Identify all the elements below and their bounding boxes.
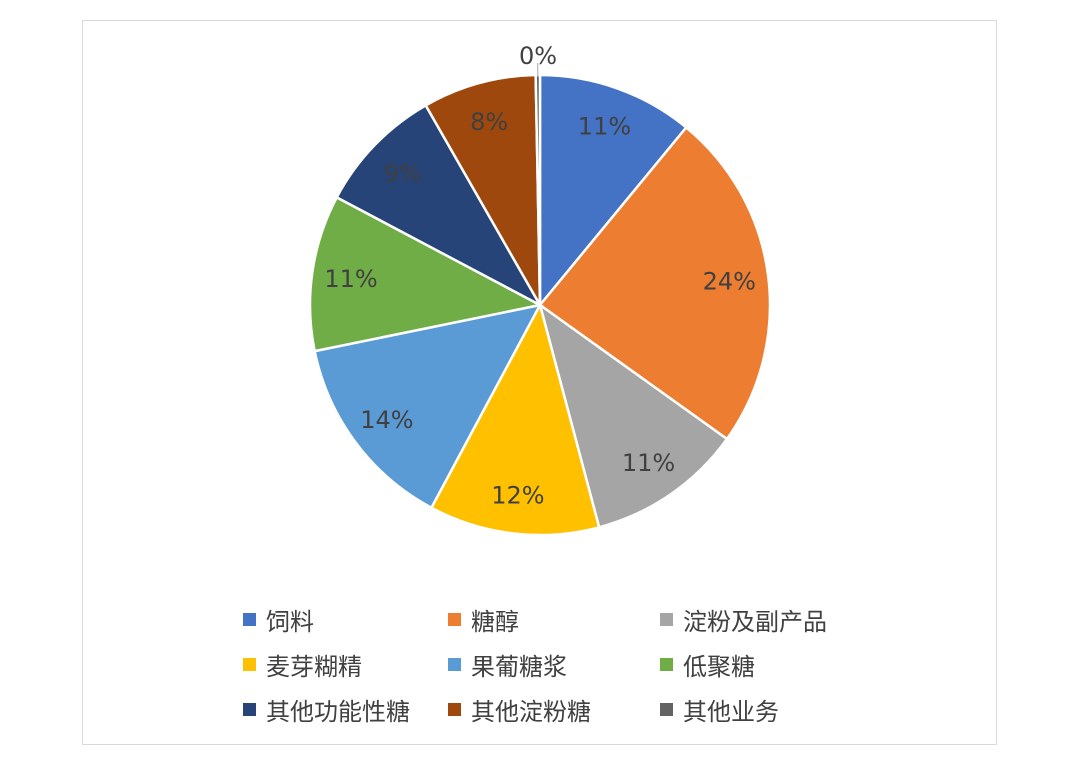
legend-label: 饲料: [266, 608, 314, 636]
data-label-0: 11%: [578, 112, 631, 140]
legend-swatch: [243, 703, 256, 716]
chart-frame: [82, 20, 997, 745]
legend-item: 糖醇: [448, 602, 519, 637]
legend-swatch: [243, 658, 256, 671]
legend-label: 糖醇: [471, 608, 519, 636]
pie-slice-3: [429, 301, 601, 537]
legend-label: 麦芽糊精: [266, 653, 362, 681]
legend-item: 麦芽糊精: [243, 647, 362, 682]
legend-item: 其他淀粉糖: [448, 692, 591, 727]
data-label-4: 14%: [360, 406, 413, 434]
legend-label: 低聚糖: [683, 653, 755, 681]
data-label-2: 11%: [622, 449, 675, 477]
pie-slice-2: [537, 301, 729, 529]
legend-item: 其他业务: [660, 692, 779, 727]
legend-swatch: [448, 658, 461, 671]
data-label-6: 9%: [384, 159, 422, 187]
pie-slice-5: [308, 195, 544, 353]
legend-item: 淀粉及副产品: [660, 602, 827, 637]
legend-swatch: [660, 703, 673, 716]
data-label-7: 8%: [470, 108, 508, 136]
legend-item: 饲料: [243, 602, 314, 637]
pie-slice-4: [313, 303, 543, 510]
legend-swatch: [448, 703, 461, 716]
data-label-3: 12%: [491, 482, 544, 510]
pie-slice-6: [335, 103, 544, 309]
legend-label: 淀粉及副产品: [683, 608, 827, 636]
legend-item: 其他功能性糖: [243, 692, 410, 727]
legend-swatch: [660, 658, 673, 671]
legend-swatch: [448, 613, 461, 626]
legend-label: 其他功能性糖: [266, 698, 410, 726]
legend-label: 果葡糖浆: [471, 653, 567, 681]
legend-swatch: [660, 613, 673, 626]
legend-label: 其他业务: [683, 698, 779, 726]
data-label-8: 0%: [519, 42, 557, 70]
legend-swatch: [243, 613, 256, 626]
legend-item: 果葡糖浆: [448, 647, 567, 682]
data-label-1: 24%: [703, 267, 756, 295]
legend-label: 其他淀粉糖: [471, 698, 591, 726]
pie-slice-0: [538, 73, 689, 309]
legend-item: 低聚糖: [660, 647, 755, 682]
data-label-5: 11%: [324, 265, 377, 293]
pie-slice-1: [538, 125, 772, 441]
pie-slice-7: [424, 73, 542, 306]
